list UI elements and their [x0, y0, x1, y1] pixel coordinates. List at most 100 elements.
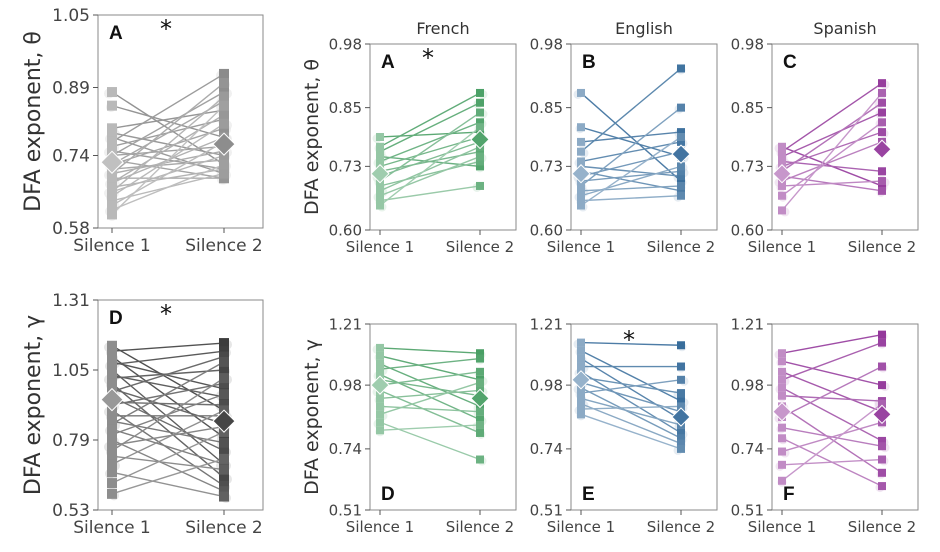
subject-line — [379, 126, 481, 207]
silence1-point — [376, 181, 384, 190]
silence1-point — [107, 459, 117, 470]
x-tick-label: Silence 1 — [748, 238, 816, 256]
silence2-point — [219, 400, 229, 410]
subject-line — [781, 365, 883, 418]
silence1-point — [107, 100, 117, 111]
silence2-point — [677, 428, 685, 437]
subject-line — [781, 395, 883, 402]
subject-line — [580, 195, 682, 202]
silence1-mean-diamond — [100, 150, 124, 174]
silence1-point — [778, 423, 786, 432]
subject-line — [111, 420, 225, 444]
y-axis-title: DFA exponent, γ — [21, 315, 46, 495]
subject-line — [580, 387, 682, 439]
silence2-point — [878, 79, 886, 88]
silence1-point — [107, 209, 117, 220]
silence2-point — [677, 103, 685, 112]
silence2-point — [677, 402, 685, 411]
subject-line — [111, 82, 225, 175]
silence1-mean-diamond — [571, 164, 591, 184]
silence1-point — [376, 191, 384, 200]
silence1-point — [376, 370, 384, 379]
silence1-point — [376, 365, 384, 374]
silence1-mean-diamond — [370, 375, 390, 395]
silence2-point — [878, 186, 886, 195]
subject-line — [781, 141, 883, 182]
x-tick-label: Silence 2 — [446, 238, 514, 256]
y-tick-label: 0.74 — [329, 440, 362, 458]
silence1-point — [778, 476, 786, 485]
silence1-point — [778, 206, 786, 215]
subject-line — [781, 111, 883, 158]
subject-line — [379, 111, 481, 182]
subject-line — [781, 405, 883, 474]
silence1-point — [376, 351, 384, 360]
silence2-point — [677, 397, 685, 406]
subject-line — [580, 349, 682, 402]
panel-letter: A — [109, 23, 123, 44]
silence2-point — [476, 378, 484, 387]
subject-line — [379, 131, 481, 138]
y-tick-label: 0.60 — [731, 221, 764, 239]
silence2-point — [677, 167, 685, 176]
silence1-point — [778, 152, 786, 161]
silence1-point — [107, 373, 117, 384]
subject-line — [781, 458, 883, 466]
silence2-point — [219, 453, 229, 464]
subject-line — [580, 136, 682, 207]
subject-line — [111, 350, 225, 366]
subject-line — [111, 104, 225, 139]
subject-line — [111, 73, 225, 143]
subject-line — [781, 403, 883, 482]
silence1-mean-diamond — [100, 387, 124, 412]
silence1-point — [376, 343, 384, 352]
silence1-point — [376, 147, 384, 156]
y-tick-label: 0.74 — [731, 440, 764, 458]
y-tick-label: 0.60 — [530, 221, 563, 239]
panel-letter: A — [381, 52, 395, 73]
subject-line — [781, 92, 883, 211]
subject-line — [111, 377, 225, 452]
silence1-point — [577, 410, 585, 419]
silence2-point — [476, 428, 484, 437]
silence1-point — [107, 445, 117, 456]
silence2-point — [878, 177, 886, 186]
subject-line — [781, 360, 883, 386]
panel-c-spanish: 0.60 0.73 0.85 0.98 Silence 1 Silence 2 Spanis… — [731, 19, 919, 256]
significance-star: * — [422, 44, 434, 72]
silence1-point — [577, 405, 585, 414]
silence2-point — [219, 383, 229, 394]
subject-line — [111, 428, 225, 465]
subject-line — [111, 458, 225, 495]
subject-line — [111, 439, 225, 492]
subject-line — [781, 180, 883, 187]
subject-line — [379, 381, 481, 416]
subject-line — [379, 185, 481, 202]
silence1-point — [577, 346, 585, 355]
silence1-point — [107, 378, 117, 389]
silence1-mean-diamond — [370, 164, 390, 184]
panel-letter: D — [381, 484, 395, 505]
silence2-point — [219, 486, 229, 497]
silence2-point — [219, 91, 229, 102]
y-tick-label: 0.85 — [731, 99, 764, 117]
silence2-point — [219, 445, 229, 456]
subject-line — [379, 405, 481, 413]
y-tick-label: 1.21 — [530, 315, 563, 333]
silence1-point — [376, 133, 384, 141]
silence2-point — [219, 472, 229, 483]
subject-line — [379, 102, 481, 153]
panel-letter: D — [109, 308, 123, 329]
silence1-point — [107, 418, 117, 429]
x-tick-label: Silence 2 — [647, 238, 715, 256]
x-tick-label: Silence 1 — [748, 518, 816, 536]
silence1-point — [577, 181, 585, 190]
subject-line — [111, 355, 225, 393]
y-tick-label: 0.73 — [731, 158, 764, 176]
silence1-point — [376, 152, 384, 161]
y-tick-label: 1.05 — [52, 361, 90, 381]
silence2-point — [476, 181, 484, 190]
subject-line — [580, 397, 682, 426]
subject-line — [781, 102, 883, 172]
